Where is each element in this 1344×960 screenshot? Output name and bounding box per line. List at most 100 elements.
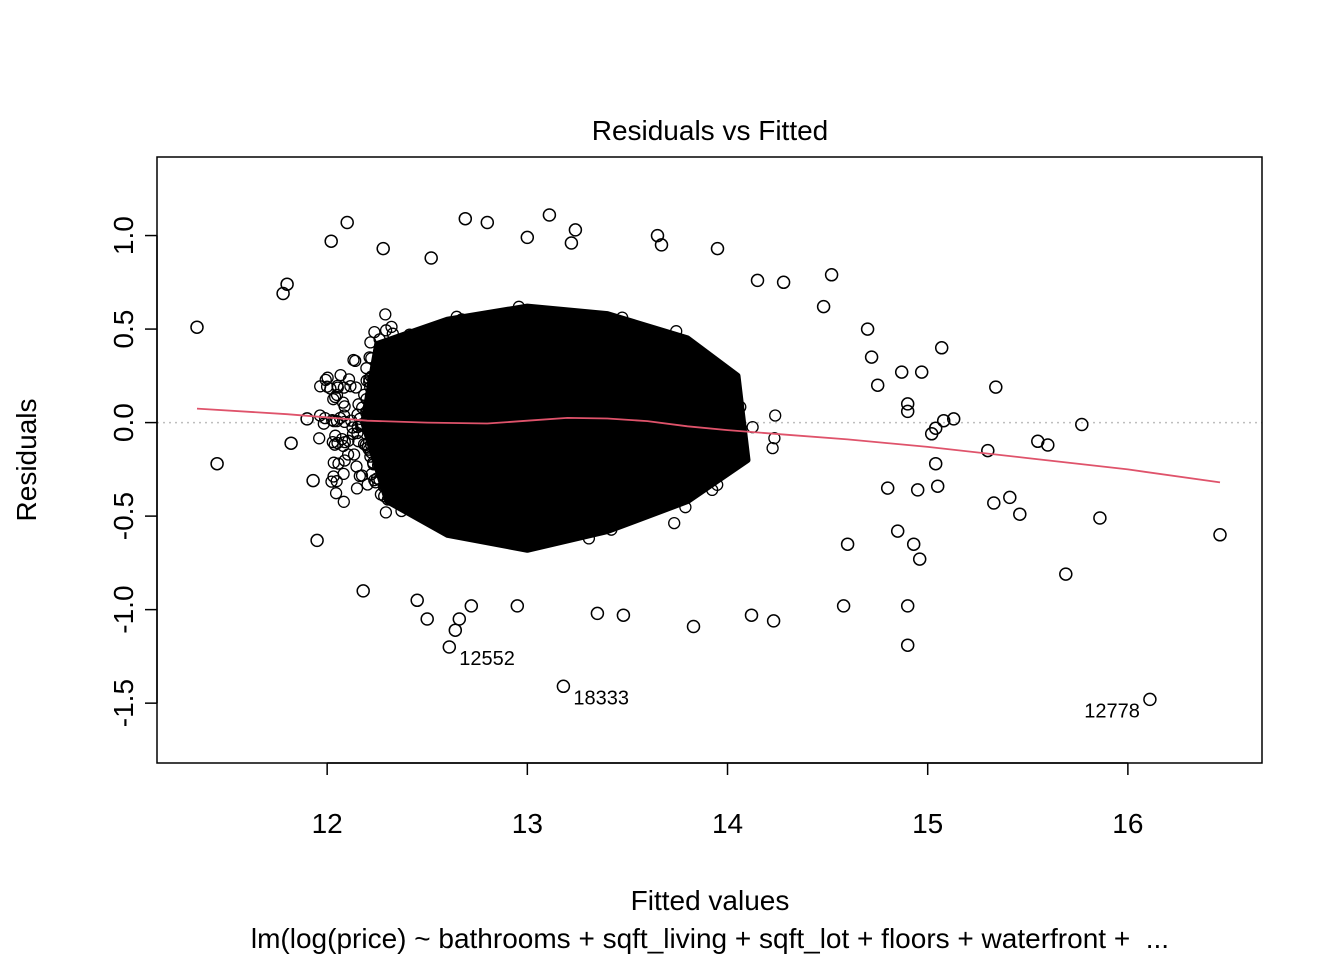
residual-point [836, 599, 851, 613]
residual-point [300, 412, 314, 426]
residual-point [313, 432, 326, 445]
residual-point [890, 524, 905, 538]
residual-point [330, 388, 344, 402]
y-tick-label: 0.5 [108, 310, 139, 349]
residual-point [442, 640, 457, 654]
residual-point [332, 457, 345, 470]
residual-point [276, 286, 290, 301]
residual-point [361, 478, 374, 491]
residual-point [1003, 490, 1017, 505]
plot-area: 12552 18333 12778 [157, 208, 1262, 722]
residual-point [379, 506, 393, 519]
residual-point [1041, 438, 1055, 452]
residual-point [900, 599, 915, 613]
residual-points-cloud [313, 300, 782, 553]
residual-point [338, 454, 351, 467]
residual-point [338, 400, 351, 413]
residual-point [379, 324, 393, 337]
residual-point [564, 236, 579, 250]
residual-point [424, 251, 438, 265]
residual-point [342, 434, 355, 447]
residual-point [930, 479, 945, 493]
model-formula-subtitle: lm(log(price) ~ bathrooms + sqft_living … [251, 923, 1169, 954]
residual-point [989, 380, 1003, 394]
residual-point [906, 537, 921, 551]
x-tick-label: 12 [312, 808, 343, 839]
y-tick-label: 1.0 [108, 216, 139, 255]
residual-point [654, 238, 669, 252]
residual-point [190, 320, 204, 334]
residual-point [329, 487, 343, 500]
residual-point [344, 380, 357, 393]
residual-point [900, 638, 915, 652]
residual-point [1213, 528, 1227, 542]
residual-point [1143, 692, 1157, 707]
residual-point [356, 584, 370, 598]
residual-point [410, 593, 424, 608]
residual-point [946, 412, 961, 426]
residual-point [824, 268, 839, 282]
residual-point [325, 475, 338, 488]
x-axis: 12 13 14 15 16 [312, 762, 1143, 839]
residual-point [347, 353, 360, 367]
residual-point [376, 241, 390, 256]
residual-point [686, 619, 701, 634]
residual-point [284, 436, 298, 450]
residual-point [330, 414, 344, 428]
residual-point [900, 397, 915, 411]
residual-point [334, 368, 347, 382]
x-axis-label: Fitted values [631, 885, 790, 916]
residual-point [860, 322, 875, 336]
residual-point [668, 516, 681, 530]
residual-point [347, 448, 361, 461]
residual-point [310, 533, 324, 548]
residual-point [914, 365, 929, 379]
y-tick-label: -1.0 [108, 585, 139, 633]
residual-point [353, 469, 366, 483]
residual-point [766, 441, 779, 455]
residual-point [520, 230, 535, 245]
residual-point [750, 273, 765, 288]
residual-point [1013, 507, 1027, 521]
residual-point [590, 606, 605, 621]
residual-point [324, 234, 338, 248]
residual-point [327, 393, 340, 406]
residual-point [710, 241, 725, 256]
y-axis-label: Residuals [11, 399, 42, 522]
residual-point [1075, 417, 1089, 432]
residual-point [420, 612, 434, 626]
residual-point [910, 483, 925, 497]
residual-point [928, 456, 943, 471]
residual-point [1059, 567, 1073, 581]
residual-point [840, 537, 855, 551]
outlier-label-12552: 12552 [459, 648, 515, 670]
residual-point [744, 608, 759, 622]
residual-point [650, 228, 665, 243]
residual-point [340, 215, 354, 230]
residual-point [510, 599, 525, 613]
residual-point [464, 599, 479, 613]
y-tick-label: -0.5 [108, 492, 139, 540]
residual-point [766, 614, 781, 628]
residual-point [928, 421, 943, 435]
residual-point [768, 432, 781, 445]
outlier-label-18333: 18333 [573, 687, 629, 709]
residual-point [900, 404, 915, 419]
residual-point [346, 421, 359, 434]
x-tick-label: 15 [912, 808, 943, 839]
residual-point [776, 275, 791, 290]
residual-point [870, 378, 885, 392]
outlier-label-12778: 12778 [1084, 700, 1140, 722]
residual-point [306, 473, 320, 488]
residual-point [210, 456, 224, 471]
residual-point [864, 350, 879, 364]
residual-point [936, 413, 951, 428]
residual-point [1093, 511, 1107, 525]
residual-point [452, 612, 467, 626]
residual-point [616, 608, 631, 622]
residual-point [349, 381, 363, 394]
residual-point [987, 496, 1001, 510]
x-tick-label: 14 [712, 808, 743, 839]
residual-point [321, 371, 334, 384]
